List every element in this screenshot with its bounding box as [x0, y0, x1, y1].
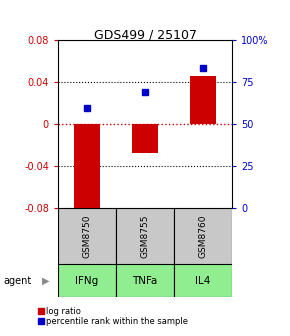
Text: GDS499 / 25107: GDS499 / 25107	[93, 29, 197, 42]
Bar	[174, 264, 232, 297]
Bar	[58, 264, 116, 297]
Bar	[190, 76, 216, 124]
Text: GSM8760: GSM8760	[198, 214, 208, 258]
Text: IL4: IL4	[195, 276, 211, 286]
Bar	[116, 264, 174, 297]
Bar	[58, 208, 116, 264]
Bar	[174, 208, 232, 264]
Text: agent: agent	[3, 276, 31, 286]
Legend: log ratio, percentile rank within the sample: log ratio, percentile rank within the sa…	[39, 306, 188, 326]
Bar	[132, 124, 158, 153]
Text: TNFa: TNFa	[132, 276, 158, 286]
Text: IFNg: IFNg	[75, 276, 99, 286]
Text: GSM8755: GSM8755	[140, 214, 150, 258]
Bar	[116, 208, 174, 264]
Text: GSM8750: GSM8750	[82, 214, 92, 258]
Bar	[74, 124, 100, 221]
Text: ▶: ▶	[42, 276, 50, 286]
